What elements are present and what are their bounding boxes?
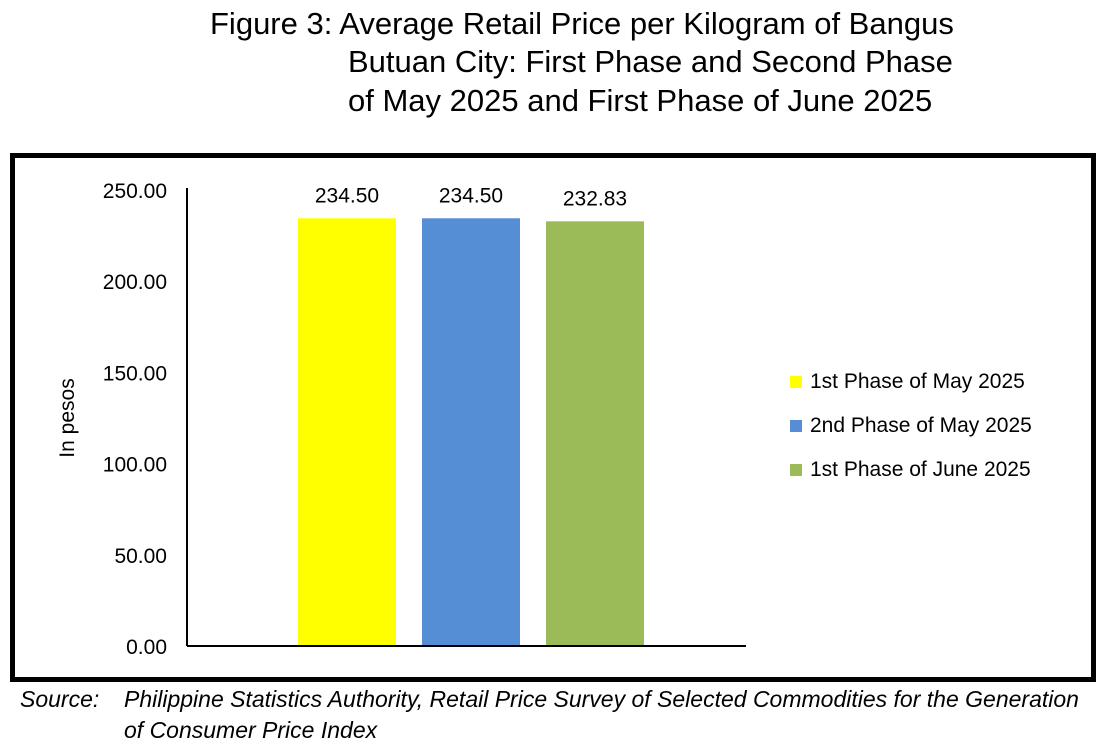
source-text: Philippine Statistics Authority, Retail …	[124, 686, 1079, 743]
legend-swatch	[790, 376, 802, 388]
bar	[298, 218, 396, 646]
chart-title-line: of May 2025 and First Phase of June 2025	[348, 83, 933, 118]
chart-title-line: Butuan City: First Phase and Second Phas…	[348, 44, 953, 79]
legend-item: 2nd Phase of May 2025	[790, 404, 1032, 448]
legend: 1st Phase of May 2025 2nd Phase of May 2…	[790, 360, 1032, 492]
y-axis-title: In pesos	[56, 378, 79, 457]
chart-title-line: Figure 3: Average Retail Price per Kilog…	[210, 6, 954, 41]
legend-label: 1st Phase of May 2025	[810, 370, 1025, 393]
y-tick-label: 250.00	[103, 180, 167, 203]
legend-label: 2nd Phase of May 2025	[810, 414, 1032, 437]
y-tick-label: 100.00	[103, 454, 167, 477]
bar	[422, 218, 520, 646]
legend-item: 1st Phase of May 2025	[790, 360, 1032, 404]
bar	[546, 221, 644, 646]
data-label: 234.50	[315, 184, 379, 207]
y-tick-label: 150.00	[103, 362, 167, 385]
data-label: 232.83	[563, 187, 627, 210]
chart-frame: 0.00 50.00 100.00 150.00 200.00 250.00 In peso…	[10, 153, 1096, 682]
bar-chart: 0.00 50.00 100.00 150.00 200.00 250.00 In peso…	[56, 180, 746, 659]
legend-swatch	[790, 464, 802, 476]
legend-swatch	[790, 420, 802, 432]
data-label: 234.50	[439, 184, 503, 207]
legend-label: 1st Phase of June 2025	[810, 458, 1031, 481]
y-tick-label: 0.00	[126, 636, 167, 659]
source-label: Source:	[20, 686, 100, 712]
y-tick-label: 50.00	[114, 545, 167, 568]
legend-item: 1st Phase of June 2025	[790, 448, 1032, 492]
y-tick-label: 200.00	[103, 271, 167, 294]
